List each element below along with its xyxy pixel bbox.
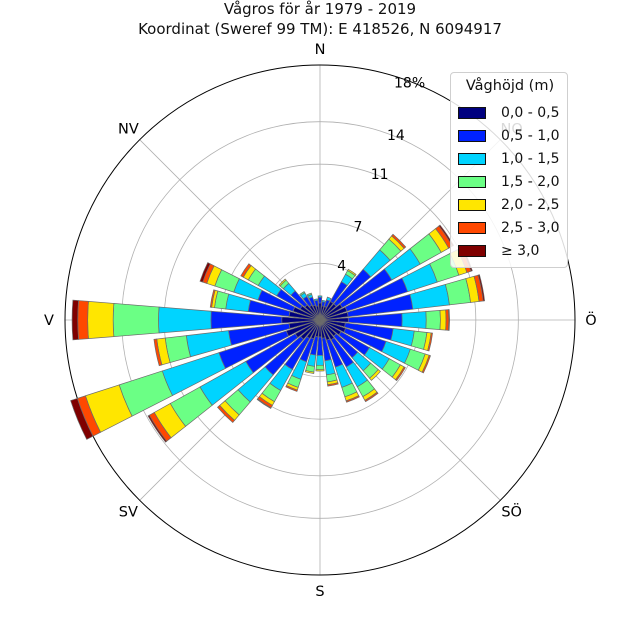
legend-swatch (458, 130, 486, 142)
direction-label: N (315, 42, 326, 58)
legend-swatch (458, 199, 486, 211)
legend-swatch (458, 107, 486, 119)
direction-label: V (44, 313, 54, 329)
direction-label: NV (118, 121, 139, 137)
radial-tick-label: 4 (337, 259, 346, 275)
wedge-segment (427, 332, 433, 352)
wedge-segment (369, 369, 381, 381)
wedge-segment (401, 311, 427, 329)
wedge-segment (321, 299, 326, 303)
radial-tick-label: 7 (353, 219, 362, 235)
wedge-segment (439, 309, 447, 331)
legend-label: 1,0 - 1,5 (501, 151, 560, 167)
direction-label: SV (119, 505, 138, 521)
wedge-segment (209, 289, 216, 308)
legend-label: 2,5 - 3,0 (501, 220, 560, 236)
wedge-segment (306, 292, 313, 297)
legend-title: Våghöjd (m) (465, 78, 555, 94)
wedge-segment (285, 385, 298, 392)
wedge-segment (425, 309, 441, 331)
wedge-segment (477, 274, 486, 302)
wedge-segment (299, 291, 306, 297)
legend-swatch (458, 222, 486, 234)
wedge-segment (448, 309, 450, 331)
wedge-segment (70, 397, 94, 440)
wedge-segment (112, 303, 160, 337)
wedge-segment (240, 263, 252, 278)
wedge-segment (315, 369, 325, 372)
wave-rose-bars (70, 224, 486, 443)
wedge-segment (158, 306, 212, 334)
legend-label: 0,5 - 1,0 (501, 128, 560, 144)
legend: Våghöjd (m) 0,0 - 0,5 0,5 - 1,0 1,0 - 1,… (450, 72, 568, 268)
wedge-segment (304, 369, 315, 374)
legend-label: 1,5 - 2,0 (501, 174, 560, 190)
wedge-segment (278, 278, 287, 287)
wedge-segment (256, 398, 272, 409)
legend-label: ≥ 3,0 (501, 243, 540, 259)
wedge-segment (71, 299, 79, 341)
wedge-segment (347, 268, 357, 277)
wedge-segment (87, 300, 115, 340)
wedge-segment (77, 300, 89, 340)
wedge-segment (327, 382, 339, 387)
wedge-segment (364, 391, 379, 403)
legend-swatch (458, 153, 486, 165)
wedge-segment (317, 296, 323, 304)
radial-tick-label: 18% (394, 75, 425, 91)
legend-label: 0,0 - 0,5 (501, 105, 560, 121)
wedge-segment (421, 354, 431, 374)
wedge-segment (153, 338, 163, 367)
legend-swatch (458, 176, 486, 188)
radial-tick-label: 14 (387, 128, 405, 144)
legend-swatch (458, 245, 486, 257)
wedge-segment (147, 414, 168, 443)
wedge-segment (315, 354, 325, 366)
wedge-segment (326, 296, 332, 302)
wedge-segment (315, 364, 325, 370)
wedge-segment (317, 295, 323, 298)
wedge-segment (217, 404, 236, 423)
outer-ring (64, 64, 576, 576)
wedge-segment (345, 395, 360, 403)
chart-title: Vågros för år 1979 - 2019 (223, 0, 417, 18)
wedge-segment (199, 262, 211, 283)
direction-label: SÖ (501, 503, 522, 521)
direction-label: Ö (585, 311, 596, 329)
wedge-segment (395, 366, 406, 382)
radial-tick-label: 11 (371, 167, 389, 183)
legend-label: 2,0 - 2,5 (501, 197, 560, 213)
wedge-segment (391, 233, 407, 249)
wedge-segment (390, 328, 415, 347)
wedge-segment (313, 298, 319, 302)
direction-label: S (315, 584, 324, 600)
chart-subtitle: Koordinat (Sweref 99 TM): E 418526, N 60… (138, 20, 502, 38)
